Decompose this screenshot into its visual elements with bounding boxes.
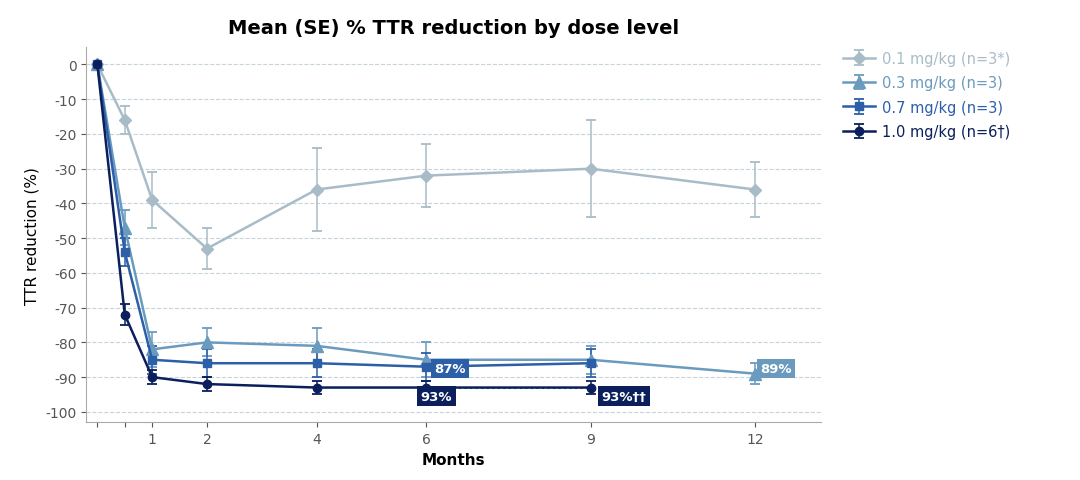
- Legend: 0.1 mg/kg (n=3*), 0.3 mg/kg (n=3), 0.7 mg/kg (n=3), 1.0 mg/kg (n=6†): 0.1 mg/kg (n=3*), 0.3 mg/kg (n=3), 0.7 m…: [842, 51, 1011, 140]
- X-axis label: Months: Months: [422, 452, 485, 467]
- Text: 93%: 93%: [421, 390, 453, 403]
- Text: 93%††: 93%††: [602, 390, 646, 403]
- Text: 87%: 87%: [434, 362, 465, 375]
- Y-axis label: TTR reduction (%): TTR reduction (%): [25, 167, 40, 304]
- Text: 89%: 89%: [760, 362, 792, 375]
- Title: Mean (SE) % TTR reduction by dose level: Mean (SE) % TTR reduction by dose level: [228, 19, 679, 38]
